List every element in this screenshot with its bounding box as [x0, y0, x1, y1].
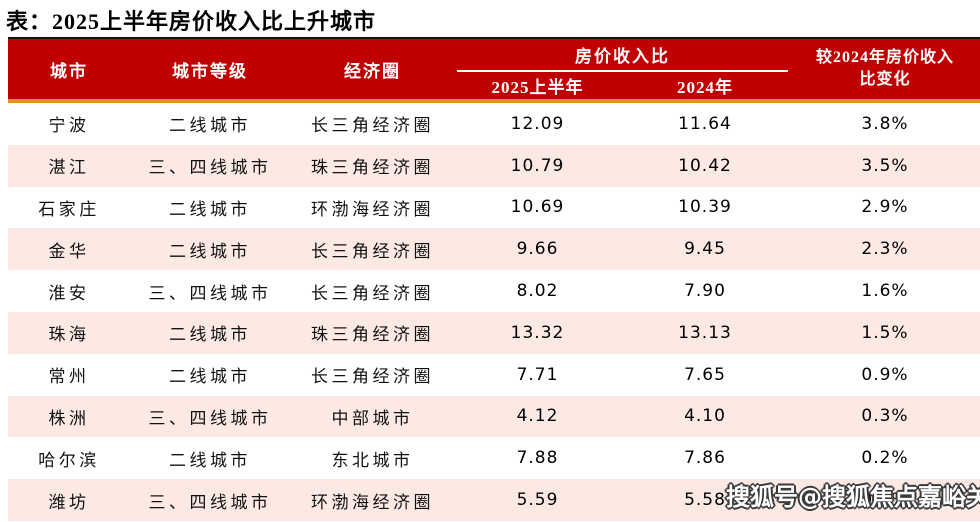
table-row: 淮安 三、四线城市 长三角经济圈 8.02 7.90 1.6% — [8, 270, 980, 312]
cell-region: 长三角经济圈 — [311, 283, 434, 303]
table-body: 宁波 二线城市 长三角经济圈 12.09 11.64 3.8% 湛江 三、四线城… — [8, 103, 980, 521]
cell-region: 珠三角经济圈 — [311, 325, 434, 345]
column-header-tier: 城市等级 — [172, 61, 248, 81]
cell-2024: 7.65 — [684, 364, 726, 385]
cell-2025h1: 12.09 — [510, 113, 565, 134]
cell-2024: 7.86 — [684, 448, 726, 469]
cell-tier: 三、四线城市 — [148, 408, 272, 428]
table-row: 株洲 三、四线城市 中部城市 4.12 4.10 0.3% — [8, 395, 980, 438]
cell-change: 1.5% — [861, 322, 909, 343]
cell-city: 宁波 — [48, 116, 90, 136]
cell-change: 3.5% — [861, 155, 909, 176]
column-header-change-line2: 比变化 — [859, 71, 911, 88]
cell-tier: 三、四线城市 — [148, 158, 272, 178]
group-header-ratio: 房价收入比 — [575, 47, 670, 66]
price-income-table: 城市 城市等级 经济圈 房价收入比 2025上半年 2024年 较2024年房价… — [8, 37, 980, 521]
table-row: 石家庄 二线城市 环渤海经济圈 10.69 10.39 2.9% — [8, 186, 980, 229]
cell-2024: 10.39 — [678, 197, 732, 218]
cell-2024: 4.10 — [684, 406, 726, 427]
cell-city: 石家庄 — [38, 199, 100, 219]
table-row: 常州 二线城市 长三角经济圈 7.71 7.65 0.9% — [8, 353, 980, 396]
cell-change: 0.2% — [861, 490, 909, 511]
cell-tier: 二线城市 — [169, 241, 251, 261]
cell-2024: 9.45 — [684, 239, 726, 260]
cell-region: 东北城市 — [331, 450, 414, 470]
cell-change: 0.9% — [861, 364, 909, 385]
cell-region: 珠三角经济圈 — [311, 158, 434, 178]
column-header-change-line1: 较2024年房价收入 — [815, 49, 954, 67]
column-header-2024: 2024年 — [677, 78, 733, 97]
cell-change: 2.3% — [861, 239, 909, 260]
table-row: 宁波 二线城市 长三角经济圈 12.09 11.64 3.8% — [8, 103, 980, 145]
cell-city: 哈尔滨 — [38, 450, 100, 470]
column-group-price-income-ratio: 房价收入比 2025上半年 2024年 — [455, 39, 790, 99]
cell-region: 长三角经济圈 — [311, 241, 434, 261]
cell-city: 淮安 — [48, 283, 90, 303]
column-header-change: 较2024年房价收入 比变化 — [790, 39, 980, 99]
cell-2025h1: 7.88 — [516, 448, 559, 469]
cell-city: 常州 — [48, 367, 90, 387]
cell-city: 湛江 — [48, 158, 90, 178]
cell-tier: 二线城市 — [169, 367, 251, 387]
column-header-region: 经济圈 — [344, 61, 401, 81]
cell-change: 1.6% — [861, 281, 909, 302]
table-row: 哈尔滨 二线城市 东北城市 7.88 7.86 0.2% — [8, 437, 980, 480]
cell-region: 环渤海经济圈 — [311, 199, 434, 219]
cell-change: 2.9% — [861, 197, 909, 218]
cell-2025h1: 13.32 — [510, 322, 565, 343]
cell-city: 金华 — [48, 241, 90, 261]
table-row: 珠海 二线城市 珠三角经济圈 13.32 13.13 1.5% — [8, 311, 980, 354]
cell-2025h1: 8.02 — [516, 281, 559, 302]
cell-2024: 13.13 — [678, 322, 732, 343]
table-title: 表：2025上半年房价收入比上升城市 — [6, 9, 377, 34]
cell-2025h1: 5.59 — [516, 490, 559, 511]
cell-tier: 二线城市 — [169, 116, 251, 136]
cell-2025h1: 10.79 — [510, 155, 565, 176]
cell-2024: 7.90 — [684, 281, 726, 302]
cell-change: 0.3% — [861, 406, 909, 427]
cell-tier: 二线城市 — [169, 450, 251, 470]
table-header: 城市 城市等级 经济圈 房价收入比 2025上半年 2024年 较2024年房价… — [8, 37, 980, 99]
cell-region: 长三角经济圈 — [311, 367, 434, 387]
cell-2025h1: 7.71 — [516, 364, 559, 385]
cell-city: 珠海 — [48, 325, 90, 345]
cell-region: 中部城市 — [331, 408, 414, 428]
group-divider-line — [457, 70, 788, 72]
cell-2025h1: 10.69 — [510, 197, 565, 218]
cell-tier: 三、四线城市 — [148, 283, 272, 303]
cell-2025h1: 4.12 — [516, 406, 559, 427]
table-row: 金华 二线城市 长三角经济圈 9.66 9.45 2.3% — [8, 228, 980, 271]
header-accent-line — [8, 99, 980, 103]
cell-tier: 二线城市 — [169, 199, 251, 219]
cell-city: 潍坊 — [48, 492, 90, 512]
cell-region: 环渤海经济圈 — [311, 492, 434, 512]
column-header-2025h1: 2025上半年 — [491, 78, 584, 97]
cell-tier: 二线城市 — [169, 325, 251, 345]
cell-2025h1: 9.66 — [516, 239, 559, 260]
cell-change: 0.2% — [861, 448, 909, 469]
cell-2024: 10.42 — [678, 155, 732, 176]
cell-city: 株洲 — [48, 408, 90, 428]
group-subheaders: 2025上半年 2024年 — [455, 72, 790, 99]
cell-tier: 三、四线城市 — [148, 492, 272, 512]
table-row: 湛江 三、四线城市 珠三角经济圈 10.79 10.42 3.5% — [8, 144, 980, 187]
cell-2024: 11.64 — [678, 113, 732, 134]
column-header-city: 城市 — [50, 61, 88, 81]
cell-2024: 5.58 — [684, 490, 726, 511]
cell-change: 3.8% — [861, 113, 909, 134]
watermark: 搜狐号@搜狐焦点嘉峪关站 — [726, 483, 980, 511]
table-row: 潍坊 三、四线城市 环渤海经济圈 5.59 5.58 0.2% — [8, 479, 980, 521]
cell-region: 长三角经济圈 — [311, 116, 434, 136]
